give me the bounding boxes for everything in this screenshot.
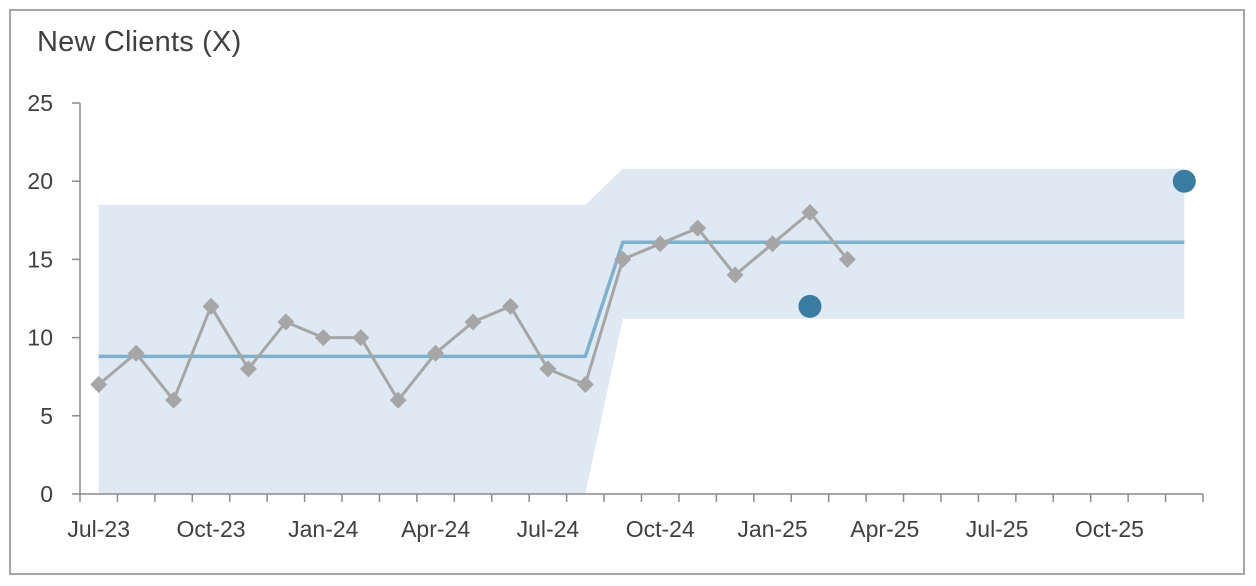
x-tick-label: Jan-25 bbox=[737, 516, 807, 542]
x-tick-label: Apr-24 bbox=[401, 516, 470, 542]
observed-point-marker bbox=[127, 344, 145, 362]
y-tick-label: 0 bbox=[40, 481, 53, 507]
observed-point-marker bbox=[726, 266, 744, 284]
x-tick-label: Oct-23 bbox=[177, 516, 246, 542]
y-tick-label: 15 bbox=[27, 246, 53, 272]
observed-point-marker bbox=[614, 250, 632, 268]
observed-point-marker bbox=[838, 250, 856, 268]
observed-point-marker bbox=[389, 391, 407, 409]
observed-point-marker bbox=[464, 313, 482, 331]
observed-point-marker bbox=[239, 360, 257, 378]
observed-point-marker bbox=[764, 235, 782, 253]
observed-point-marker bbox=[314, 329, 332, 347]
observed-point-marker bbox=[689, 219, 707, 237]
observed-point-marker bbox=[202, 297, 220, 315]
observed-point-marker bbox=[90, 376, 108, 394]
highlighted-point bbox=[798, 294, 822, 318]
y-tick-label: 10 bbox=[27, 325, 53, 351]
x-tick-label: Jul-25 bbox=[966, 516, 1029, 542]
y-tick-label: 20 bbox=[27, 168, 53, 194]
control-limit-band bbox=[98, 168, 1185, 494]
observed-point-marker bbox=[352, 329, 370, 347]
highlighted-point bbox=[1172, 169, 1196, 193]
mean-line bbox=[98, 240, 1185, 359]
observed-point-marker bbox=[165, 391, 183, 409]
observed-point-marker bbox=[277, 313, 295, 331]
x-tick-label: Oct-24 bbox=[626, 516, 695, 542]
observed-point-marker bbox=[427, 344, 445, 362]
y-tick-label: 25 bbox=[27, 90, 53, 116]
observed-point-marker bbox=[801, 203, 819, 221]
observed-point-marker bbox=[539, 360, 557, 378]
x-tick-label: Jan-24 bbox=[288, 516, 359, 542]
x-tick-label: Jul-24 bbox=[517, 516, 580, 542]
x-tick-label: Apr-25 bbox=[850, 516, 919, 542]
observed-point-marker bbox=[576, 376, 594, 394]
chart-title: New Clients (X) bbox=[37, 26, 242, 58]
observed-point-marker bbox=[651, 235, 669, 253]
x-tick-label: Jul-23 bbox=[67, 516, 130, 542]
y-tick-label: 5 bbox=[40, 403, 53, 429]
observed-point-marker bbox=[501, 297, 519, 315]
x-tick-label: Oct-25 bbox=[1075, 516, 1144, 542]
